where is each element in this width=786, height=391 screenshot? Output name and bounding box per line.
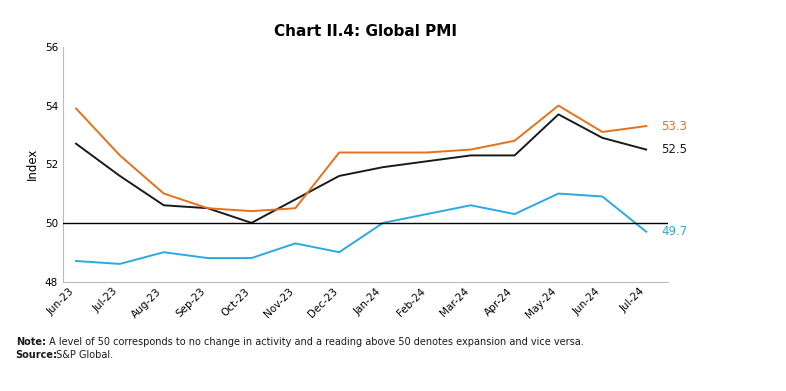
Text: 49.7: 49.7 [662, 225, 688, 238]
Services [554, 103, 564, 108]
Manufacturing [247, 256, 256, 260]
Manufacturing [510, 212, 520, 217]
Composite [203, 206, 212, 211]
Services [597, 130, 607, 135]
Y-axis label: Index: Index [26, 148, 39, 180]
Manufacturing [203, 256, 212, 260]
Text: 52.5: 52.5 [662, 143, 688, 156]
Manufacturing [378, 221, 387, 225]
Text: Note:: Note: [16, 337, 46, 347]
Manufacturing [291, 241, 300, 246]
Composite [72, 142, 81, 146]
Line: Manufacturing: Manufacturing [76, 194, 646, 264]
Manufacturing [422, 212, 432, 217]
Composite [554, 112, 564, 117]
Manufacturing [116, 262, 125, 266]
Services [510, 138, 520, 143]
Text: 53.3: 53.3 [662, 120, 688, 133]
Title: Chart II.4: Global PMI: Chart II.4: Global PMI [274, 24, 457, 39]
Composite [335, 174, 344, 178]
Services [116, 153, 125, 158]
Services [72, 106, 81, 111]
Services [159, 191, 168, 196]
Composite [641, 147, 651, 152]
Services [291, 206, 300, 211]
Manufacturing [554, 191, 564, 196]
Services [641, 124, 651, 129]
Composite [466, 153, 476, 158]
Text: S&P Global.: S&P Global. [53, 350, 113, 360]
Services [203, 206, 212, 211]
Manufacturing [335, 250, 344, 255]
Text: A level of 50 corresponds to no change in activity and a reading above 50 denote: A level of 50 corresponds to no change i… [46, 337, 583, 347]
Composite [422, 159, 432, 164]
Manufacturing [159, 250, 168, 255]
Composite [291, 197, 300, 202]
Services [466, 147, 476, 152]
Manufacturing [72, 259, 81, 264]
Composite [510, 153, 520, 158]
Text: Source:: Source: [16, 350, 57, 360]
Line: Composite: Composite [76, 115, 646, 223]
Services [247, 209, 256, 213]
Line: Services: Services [76, 106, 646, 211]
Composite [597, 136, 607, 140]
Services [378, 150, 387, 155]
Manufacturing [641, 229, 651, 234]
Services [335, 150, 344, 155]
Manufacturing [597, 194, 607, 199]
Composite [378, 165, 387, 170]
Composite [116, 174, 125, 178]
Composite [247, 221, 256, 225]
Manufacturing [466, 203, 476, 208]
Composite [159, 203, 168, 208]
Services [422, 150, 432, 155]
